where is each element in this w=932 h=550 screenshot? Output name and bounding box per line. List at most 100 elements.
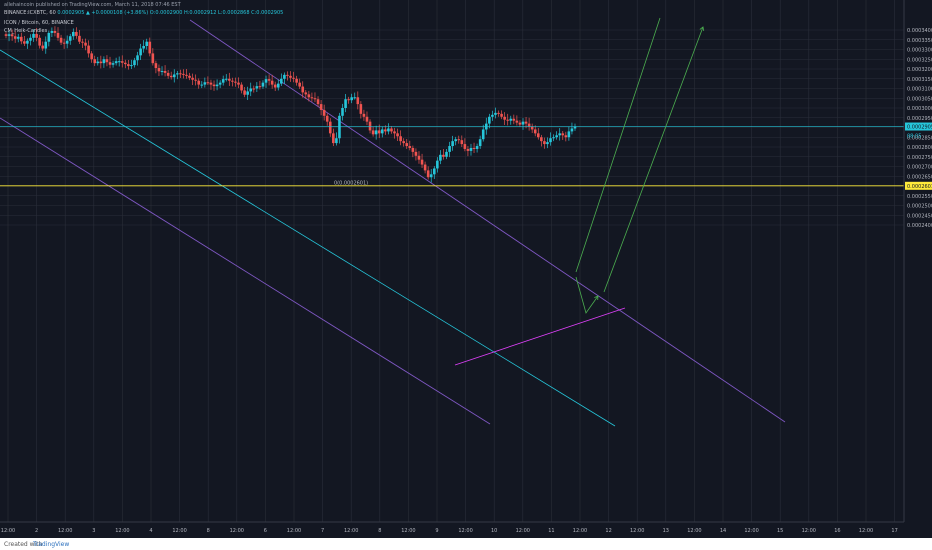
candle-body bbox=[240, 84, 243, 91]
symbol-name[interactable]: BINANCE:ICXBTC, 60 bbox=[4, 10, 56, 16]
candle-body bbox=[35, 33, 38, 38]
price-axis[interactable]: 0.0003400 0.0003350 0.0003300 0.0003250 0.00… bbox=[903, 0, 932, 538]
candle-body bbox=[530, 126, 534, 130]
series-label[interactable]: ICON / Bitcoin, 60, BINANCE bbox=[4, 20, 74, 26]
price-chart[interactable]: 0(0.0002601) 0.0003400 0.0003350 0.0003300… bbox=[0, 0, 932, 538]
time-tick-label: 8 bbox=[207, 528, 210, 534]
candle-body bbox=[408, 146, 412, 148]
candle-body bbox=[341, 108, 344, 116]
price-tick-label: 0.0002550 bbox=[907, 194, 932, 200]
candle-body bbox=[426, 170, 430, 178]
candle-body bbox=[169, 75, 173, 78]
candle-body bbox=[527, 123, 531, 127]
time-tick-label: 12:00 bbox=[1, 528, 15, 534]
projection-arrow-right[interactable] bbox=[603, 26, 704, 293]
time-axis[interactable]: 12:00 2 12:00 3 12:00 4 12:00 8 12:00 6 12:00 7 12:0… bbox=[0, 521, 932, 538]
price-tick-label: 0.0002400 bbox=[907, 223, 932, 229]
candle-body bbox=[457, 139, 461, 141]
candle-body bbox=[313, 98, 317, 100]
candle-body bbox=[78, 35, 81, 42]
candle-body bbox=[442, 154, 445, 157]
candle-body bbox=[203, 82, 207, 85]
candle-body bbox=[136, 55, 139, 61]
cyan-trend-line[interactable] bbox=[0, 49, 616, 427]
projection-arrowhead[interactable] bbox=[594, 295, 599, 301]
projection-arrow-left[interactable] bbox=[575, 17, 661, 273]
candle-body bbox=[267, 79, 271, 81]
candle-body bbox=[111, 63, 115, 65]
price-tick-label: 0.0002650 bbox=[907, 174, 932, 180]
time-tick-label: 12:00 bbox=[230, 528, 244, 534]
candle-body bbox=[142, 45, 145, 49]
candle-body bbox=[552, 137, 555, 139]
candle-body bbox=[200, 84, 204, 86]
indicator-label[interactable]: CM_Heik-Candles bbox=[4, 28, 48, 34]
candle-body bbox=[108, 62, 112, 65]
candle-body bbox=[13, 36, 17, 39]
projection-zigzag[interactable] bbox=[575, 276, 599, 314]
candle-body bbox=[540, 137, 543, 142]
candle-body bbox=[432, 168, 436, 175]
candle-body bbox=[234, 81, 237, 83]
candle-body bbox=[365, 116, 369, 122]
candle-body bbox=[475, 146, 479, 149]
candle-body bbox=[319, 104, 323, 110]
candle-body bbox=[264, 79, 268, 83]
candle-body bbox=[512, 118, 516, 121]
candle-body bbox=[157, 68, 161, 72]
candle-body bbox=[533, 129, 537, 134]
time-axis-background bbox=[0, 522, 932, 538]
candle-body bbox=[68, 36, 72, 41]
candle-body bbox=[218, 82, 222, 85]
price-tick-label: 0.0003050 bbox=[907, 96, 932, 102]
candle-body bbox=[62, 42, 66, 44]
candle-body bbox=[286, 74, 289, 76]
candle-body bbox=[307, 94, 311, 98]
candle-body bbox=[423, 164, 427, 171]
candle-body bbox=[362, 113, 366, 117]
candle-body bbox=[124, 62, 127, 65]
channel-lower-line[interactable] bbox=[0, 117, 491, 425]
projection-arrowhead[interactable] bbox=[699, 26, 705, 32]
tradingview-logo-link[interactable]: TradingView bbox=[33, 541, 70, 548]
candle-body bbox=[139, 48, 142, 56]
candle-body bbox=[221, 79, 225, 83]
candle-body bbox=[148, 41, 152, 54]
candle-body bbox=[160, 70, 164, 72]
candle-body bbox=[16, 36, 20, 39]
candle-body bbox=[316, 99, 320, 105]
candle-body bbox=[411, 147, 415, 152]
ohlc-values: 0.0002905 ▲ +0.0000108 (+3.86%) O:0.0002… bbox=[57, 10, 284, 16]
candle-body bbox=[402, 141, 405, 144]
candle-body bbox=[215, 84, 219, 87]
price-axis-background bbox=[904, 0, 932, 538]
candle-body bbox=[491, 114, 494, 117]
candle-body bbox=[451, 141, 454, 147]
candle-body bbox=[298, 82, 301, 87]
price-tick-label: 0.0003400 bbox=[907, 28, 932, 34]
candle-body bbox=[188, 75, 191, 78]
channel-upper-line[interactable] bbox=[189, 19, 786, 423]
time-tick-label: 2 bbox=[35, 528, 38, 534]
price-tick-label: 0.0003100 bbox=[907, 87, 932, 93]
candle-body bbox=[325, 115, 329, 122]
price-tick-label: 0.0002700 bbox=[907, 165, 932, 171]
candle-body bbox=[117, 61, 121, 63]
candle-body bbox=[23, 41, 26, 44]
candle-body bbox=[374, 130, 378, 135]
last-price-tag bbox=[905, 122, 932, 131]
candle-body bbox=[555, 135, 558, 138]
candle-body bbox=[151, 53, 155, 64]
price-tick-label: 0.0002950 bbox=[907, 116, 932, 122]
time-tick-label: 7 bbox=[321, 528, 324, 534]
candle-body bbox=[246, 91, 249, 95]
candle-body bbox=[420, 159, 424, 165]
candle-body bbox=[65, 40, 69, 44]
candle-body bbox=[396, 133, 399, 137]
candle-body bbox=[503, 116, 506, 120]
time-tick-label: 12:00 bbox=[172, 528, 186, 534]
candle-body bbox=[276, 83, 280, 88]
candle-body bbox=[377, 130, 381, 134]
support-trend-line[interactable] bbox=[454, 307, 626, 366]
candle-body bbox=[549, 138, 552, 143]
